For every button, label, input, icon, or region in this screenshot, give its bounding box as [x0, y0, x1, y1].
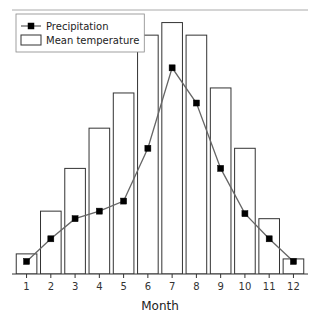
x-axis: 123456789101112 [12, 274, 308, 292]
x-tick-label: 3 [72, 281, 78, 292]
bar [16, 254, 37, 274]
legend-frame [16, 14, 144, 52]
chart: 123456789101112MonthPrecipitationMean te… [0, 0, 320, 320]
legend-swatch [21, 35, 41, 45]
x-tick [147, 274, 148, 278]
bar [235, 148, 256, 274]
marker [266, 236, 272, 242]
x-tick-label: 4 [96, 281, 102, 292]
marker [121, 198, 127, 204]
x-tick-label: 12 [287, 281, 300, 292]
legend-label: Precipitation [46, 21, 109, 32]
x-tick-label: 1 [23, 281, 29, 292]
x-tick [196, 274, 197, 278]
marker [193, 100, 199, 106]
legend-label: Mean temperature [46, 35, 139, 46]
x-axis-line [12, 274, 308, 275]
bar [283, 259, 304, 274]
x-tick-label: 2 [48, 281, 54, 292]
background [0, 0, 320, 320]
bar [162, 23, 183, 274]
legend-marker [28, 23, 34, 29]
x-tick [244, 274, 245, 278]
bar [138, 35, 159, 274]
bar [89, 128, 110, 274]
bar-series [16, 23, 304, 274]
x-tick-label: 9 [217, 281, 223, 292]
x-tick [75, 274, 76, 278]
x-tick-label: 10 [239, 281, 252, 292]
x-tick-label: 6 [145, 281, 151, 292]
marker [145, 145, 151, 151]
x-tick [269, 274, 270, 278]
x-tick [26, 274, 27, 278]
x-tick [50, 274, 51, 278]
x-tick [172, 274, 173, 278]
x-tick-label: 11 [263, 281, 276, 292]
bar [65, 168, 86, 274]
x-tick [220, 274, 221, 278]
bar [186, 35, 207, 274]
line-series [24, 65, 297, 265]
plot-area [16, 23, 304, 274]
legend: Precipitation Mean temperature [16, 14, 144, 52]
x-tick-label: 5 [120, 281, 126, 292]
range-top-line [12, 10, 308, 11]
marker [48, 236, 54, 242]
bar [113, 93, 134, 274]
line [27, 68, 294, 262]
x-tick-label: 7 [169, 281, 175, 292]
bar [41, 211, 62, 274]
x-tick [123, 274, 124, 278]
marker [72, 216, 78, 222]
marker [24, 258, 30, 264]
x-axis-label: Month [141, 299, 179, 313]
x-tick-label: 8 [193, 281, 199, 292]
x-tick [99, 274, 100, 278]
marker [169, 65, 175, 71]
marker [242, 211, 248, 217]
x-tick [293, 274, 294, 278]
marker [218, 165, 224, 171]
marker [96, 208, 102, 214]
marker [290, 258, 296, 264]
